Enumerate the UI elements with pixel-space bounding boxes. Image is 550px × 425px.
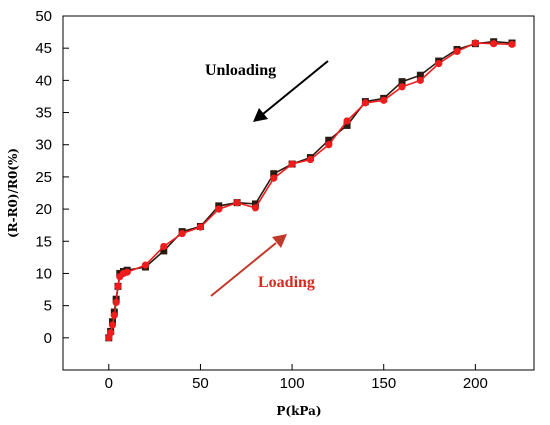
- series-2-point: [114, 283, 121, 290]
- series-2-line: [109, 43, 512, 338]
- series-2-point: [380, 97, 387, 104]
- y-tick-label: 15: [35, 233, 52, 250]
- y-tick-label: 40: [35, 72, 52, 89]
- series-2-point: [453, 48, 460, 55]
- series-2-point: [197, 224, 204, 231]
- y-tick-label: 0: [44, 330, 52, 347]
- y-tick-label: 10: [35, 265, 52, 282]
- y-tick-label: 5: [44, 298, 52, 315]
- series-2-point: [288, 160, 295, 167]
- y-tick-label: 35: [35, 105, 52, 122]
- series-2-point: [307, 156, 314, 163]
- loading-label: Loading: [258, 274, 315, 291]
- series-2-point: [270, 175, 277, 182]
- series-2-point: [215, 205, 222, 212]
- unloading-label: Unloading: [205, 62, 276, 79]
- y-tick-label: 45: [35, 40, 52, 57]
- x-axis: 0 50 100 150 200: [105, 364, 488, 392]
- series-2-point: [490, 40, 497, 47]
- series-2-point: [124, 269, 131, 276]
- series-2-point: [160, 243, 167, 250]
- x-tick-label: 100: [280, 375, 305, 392]
- series-2-point: [179, 230, 186, 237]
- series-2-point: [142, 261, 149, 268]
- y-axis: 0 5 10 15 20 25 30 35 40 45 50: [35, 8, 69, 347]
- x-axis-title: P(kPa): [276, 404, 321, 418]
- series-2-point: [113, 299, 120, 306]
- series-2-point: [362, 99, 369, 106]
- series-2-point: [508, 41, 515, 48]
- series-2-point: [325, 141, 332, 148]
- series-2-point: [111, 312, 118, 319]
- y-axis-title: (R-R0)/R0(%): [6, 148, 20, 238]
- series-1-line: [109, 42, 512, 338]
- series-2-point: [398, 83, 405, 90]
- series-2-point: [109, 321, 116, 328]
- y-tick-label: 30: [35, 137, 52, 154]
- series-2-point: [435, 60, 442, 67]
- series-2-point: [234, 199, 241, 206]
- y-tick-label: 50: [35, 8, 52, 25]
- plot-frame: [63, 16, 534, 370]
- x-tick-label: 50: [192, 375, 209, 392]
- series-2-point: [417, 77, 424, 84]
- series-2-point: [343, 117, 350, 124]
- y-tick-label: 20: [35, 201, 52, 218]
- series-layer: [105, 38, 515, 341]
- series-2-point: [252, 204, 259, 211]
- x-tick-label: 200: [463, 375, 488, 392]
- series-2-point: [107, 329, 114, 336]
- x-tick-label: 0: [105, 375, 113, 392]
- series-2-point: [472, 39, 479, 46]
- y-tick-label: 25: [35, 169, 52, 186]
- x-tick-label: 150: [371, 375, 396, 392]
